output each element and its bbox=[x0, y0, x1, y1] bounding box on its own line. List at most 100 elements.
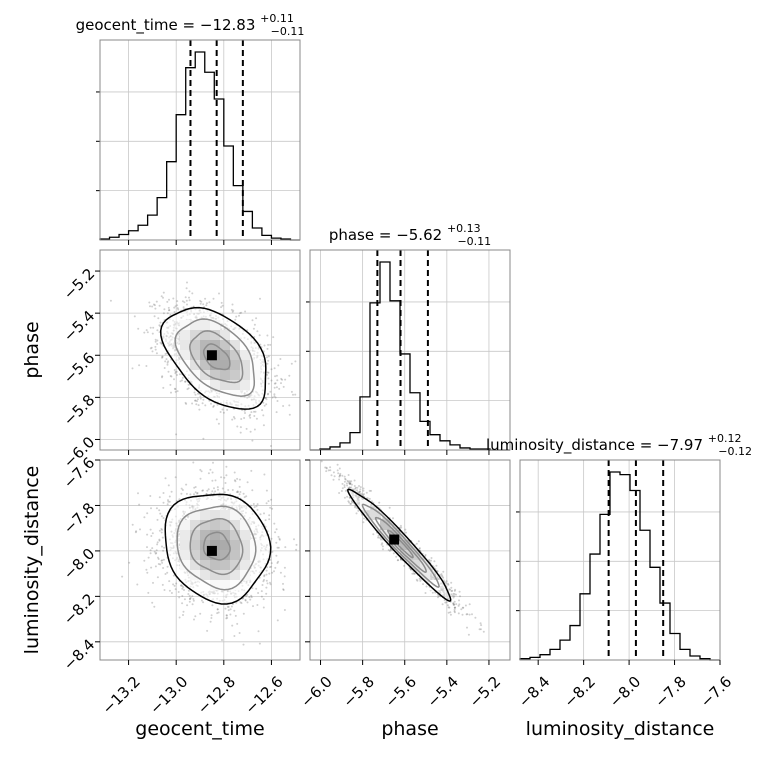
histogram-panel-geocent-time bbox=[96, 39, 301, 245]
scatter-point bbox=[181, 602, 184, 605]
scatter-point bbox=[197, 404, 200, 407]
scatter-point bbox=[283, 609, 286, 611]
scatter-point bbox=[161, 561, 164, 564]
scatter-point bbox=[173, 306, 176, 309]
scatter-point bbox=[234, 614, 237, 617]
scatter-point bbox=[273, 382, 276, 385]
scatter-point bbox=[273, 570, 275, 573]
scatter-point bbox=[226, 616, 229, 619]
scatter-point bbox=[224, 607, 227, 610]
scatter-point bbox=[156, 543, 159, 546]
scatter-point bbox=[182, 614, 184, 616]
scatter-point bbox=[236, 477, 239, 480]
scatter-point bbox=[193, 486, 196, 489]
scatter-point bbox=[256, 503, 259, 506]
scatter-point bbox=[131, 523, 134, 526]
scatter-point bbox=[446, 604, 449, 607]
y-tick-label-phase: −5.6 bbox=[60, 349, 98, 387]
scatter-point bbox=[170, 375, 173, 378]
scatter-point bbox=[279, 358, 282, 360]
scatter-point bbox=[155, 549, 158, 552]
scatter-point bbox=[143, 331, 146, 334]
scatter-point bbox=[149, 552, 152, 555]
scatter-point bbox=[250, 411, 253, 414]
scatter-point bbox=[233, 609, 236, 612]
scatter-point bbox=[151, 532, 154, 535]
scatter-point bbox=[403, 564, 406, 567]
histogram-geocent-time bbox=[99, 51, 300, 241]
scatter-point bbox=[231, 489, 234, 491]
scatter-point bbox=[221, 639, 223, 641]
scatter-point bbox=[274, 566, 277, 569]
scatter-point bbox=[186, 303, 188, 306]
scatter-point bbox=[251, 319, 254, 322]
scatter-panel-luminosity-distance-vs-geocent-time: −13.2 −13.0 −12.8 −12.6−8.4−8.2−8.0−7.8−7.6 bbox=[60, 454, 301, 718]
scatter-point bbox=[264, 519, 267, 522]
scatter-point bbox=[205, 304, 208, 307]
scatter-point bbox=[266, 362, 269, 365]
scatter-point bbox=[199, 299, 202, 302]
scatter-point bbox=[159, 563, 162, 566]
scatter-point bbox=[193, 493, 195, 496]
y-tick-label-luminosity-distance: −8.4 bbox=[60, 635, 98, 673]
scatter-point bbox=[151, 332, 154, 335]
scatter-point bbox=[267, 343, 270, 346]
scatter-point bbox=[183, 598, 186, 601]
scatter-point bbox=[265, 403, 268, 406]
scatter-point bbox=[218, 292, 220, 295]
scatter-point bbox=[163, 308, 166, 311]
scatter-point bbox=[239, 601, 242, 604]
scatter-point bbox=[150, 535, 153, 537]
scatter-point bbox=[279, 571, 282, 574]
scatter-point bbox=[231, 303, 234, 306]
scatter-point bbox=[251, 489, 254, 492]
scatter-point bbox=[167, 370, 170, 373]
scatter-point bbox=[187, 387, 190, 390]
scatter-point bbox=[225, 474, 228, 477]
scatter-point bbox=[156, 541, 159, 544]
scatter-point bbox=[200, 599, 203, 602]
scatter-point bbox=[196, 400, 198, 403]
scatter-point bbox=[145, 568, 148, 571]
scatter-point bbox=[160, 527, 163, 530]
scatter-point bbox=[271, 507, 274, 510]
scatter-point bbox=[267, 392, 270, 395]
scatter-point bbox=[191, 292, 194, 295]
histogram-panel-phase bbox=[306, 249, 511, 455]
scatter-point bbox=[263, 473, 266, 476]
scatter-point bbox=[269, 506, 272, 509]
scatter-point bbox=[234, 318, 237, 321]
scatter-point bbox=[151, 547, 154, 550]
scatter-point bbox=[201, 402, 204, 405]
scatter-point bbox=[147, 556, 150, 559]
scatter-point bbox=[243, 496, 246, 499]
scatter-point bbox=[162, 501, 165, 504]
scatter-point bbox=[275, 386, 278, 389]
scatter-point bbox=[181, 595, 184, 597]
y-tick-label-phase: −5.2 bbox=[60, 265, 98, 303]
scatter-point bbox=[215, 418, 218, 421]
scatter-point bbox=[267, 500, 270, 503]
scatter-point bbox=[176, 300, 179, 303]
scatter-point bbox=[154, 307, 157, 310]
scatter-point bbox=[276, 619, 279, 622]
scatter-point bbox=[146, 571, 149, 574]
scatter-point bbox=[160, 531, 163, 534]
scatter-point bbox=[212, 405, 215, 408]
scatter-point bbox=[161, 356, 163, 359]
scatter-point bbox=[265, 398, 268, 401]
scatter-point bbox=[157, 558, 160, 560]
scatter-point bbox=[220, 476, 223, 479]
scatter-point bbox=[152, 303, 155, 306]
scatter-point bbox=[273, 386, 276, 389]
x-tick-label-luminosity-distance: −7.8 bbox=[651, 673, 689, 711]
scatter-point bbox=[253, 410, 255, 413]
scatter-point bbox=[186, 604, 189, 607]
scatter-point bbox=[211, 479, 214, 482]
scatter-point bbox=[181, 379, 183, 382]
scatter-point bbox=[280, 382, 282, 385]
scatter-point bbox=[202, 303, 205, 306]
scatter-point bbox=[184, 380, 187, 383]
scatter-point bbox=[293, 538, 295, 541]
scatter-point bbox=[185, 492, 188, 495]
